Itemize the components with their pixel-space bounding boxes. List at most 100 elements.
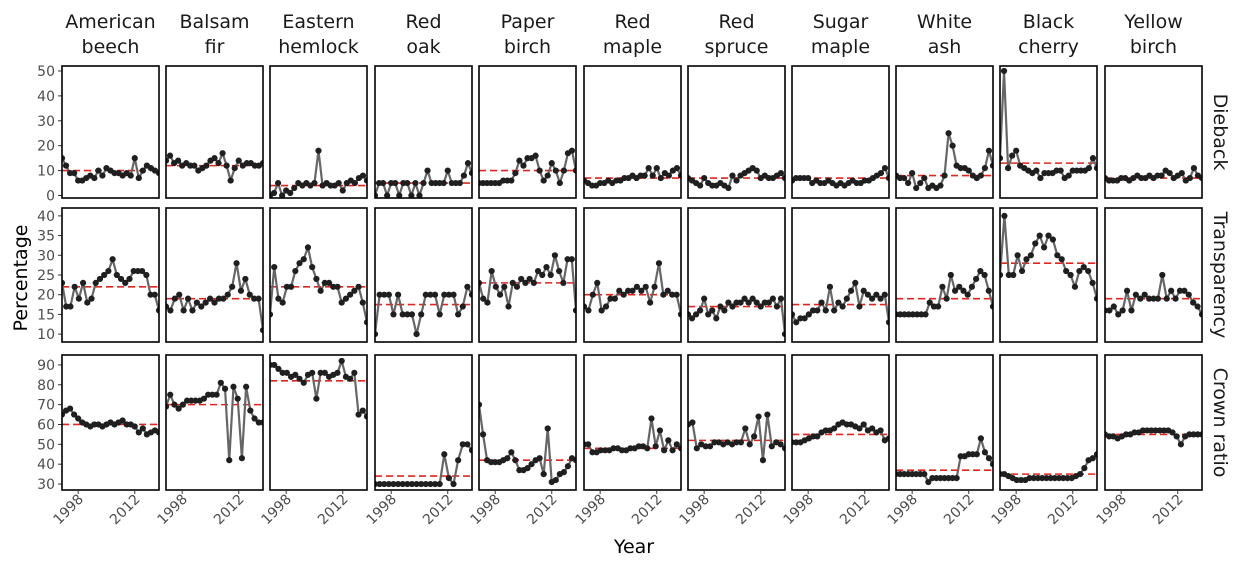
data-point bbox=[881, 165, 889, 172]
panel-frame bbox=[165, 207, 264, 343]
data-point bbox=[234, 395, 241, 402]
data-point bbox=[757, 303, 764, 310]
data-point bbox=[860, 421, 867, 428]
y-tick-label: 20 bbox=[37, 288, 55, 304]
data-point bbox=[359, 407, 366, 414]
data-point bbox=[941, 172, 948, 179]
data-point bbox=[697, 307, 704, 314]
data-point bbox=[202, 299, 209, 306]
data-point bbox=[560, 279, 567, 286]
data-point bbox=[418, 480, 425, 488]
x-tick-label: 1998 bbox=[988, 492, 1025, 529]
panel-frame bbox=[478, 207, 577, 343]
x-tick-label: 2012 bbox=[1150, 492, 1187, 529]
data-point bbox=[598, 307, 605, 314]
data-point bbox=[275, 365, 282, 372]
data-point bbox=[450, 291, 457, 298]
data-point bbox=[1089, 455, 1096, 462]
x-tick-label: 2012 bbox=[1045, 492, 1082, 529]
data-point bbox=[1004, 165, 1012, 172]
data-point bbox=[394, 480, 402, 488]
row-strip-transparency: Transparency bbox=[1209, 211, 1231, 339]
panel-paper-birch-crown-ratio: 1998 2012 bbox=[467, 354, 577, 528]
data-point bbox=[657, 174, 664, 182]
data-point bbox=[233, 260, 240, 267]
data-point bbox=[135, 174, 142, 182]
data-point bbox=[166, 152, 174, 159]
panel-frame bbox=[1104, 354, 1203, 491]
data-point bbox=[359, 172, 367, 179]
data-point bbox=[456, 179, 463, 187]
data-point bbox=[921, 174, 928, 182]
data-point bbox=[271, 264, 278, 271]
panel-frame bbox=[791, 354, 890, 491]
series-line bbox=[1000, 214, 1097, 299]
data-point bbox=[1158, 172, 1165, 179]
data-point bbox=[638, 287, 645, 294]
data-point bbox=[237, 287, 245, 294]
panel-yellow-birch-transparency bbox=[1104, 207, 1203, 343]
data-point bbox=[688, 315, 696, 322]
data-point bbox=[1018, 267, 1026, 275]
x-tick-label: 2012 bbox=[733, 492, 770, 529]
data-point bbox=[95, 167, 102, 174]
data-point bbox=[661, 447, 668, 454]
panel-frame bbox=[478, 354, 577, 491]
panel-frame bbox=[791, 207, 890, 343]
data-point bbox=[127, 172, 134, 179]
data-point bbox=[444, 167, 451, 174]
data-point bbox=[943, 295, 950, 302]
data-point bbox=[1194, 303, 1201, 310]
data-point bbox=[464, 283, 471, 290]
data-point bbox=[412, 179, 419, 187]
data-point bbox=[847, 287, 855, 294]
strip-label-eastern-hemlock: Eastern hemlock bbox=[278, 11, 359, 58]
data-point bbox=[805, 174, 812, 182]
data-point bbox=[917, 179, 924, 187]
data-point bbox=[956, 283, 963, 290]
data-point bbox=[359, 299, 366, 306]
data-point bbox=[544, 172, 551, 179]
panel-red-maple-transparency bbox=[583, 207, 682, 343]
data-point bbox=[126, 275, 133, 283]
data-point bbox=[513, 283, 521, 290]
data-point bbox=[742, 425, 749, 432]
panel-white-ash-transparency bbox=[895, 207, 994, 343]
data-point bbox=[180, 307, 187, 314]
data-point bbox=[660, 291, 667, 298]
panel-red-spruce-transparency bbox=[687, 207, 786, 343]
data-point bbox=[441, 291, 448, 298]
data-point bbox=[620, 291, 627, 298]
data-point bbox=[221, 385, 229, 392]
data-point bbox=[864, 291, 872, 298]
data-point bbox=[826, 283, 834, 290]
data-point bbox=[189, 307, 196, 314]
data-point bbox=[585, 441, 592, 448]
data-point bbox=[642, 283, 649, 290]
panel-frame bbox=[269, 65, 368, 199]
y-tick-label: 60 bbox=[37, 417, 55, 433]
data-point bbox=[334, 369, 341, 376]
data-point bbox=[1150, 295, 1157, 302]
data-point bbox=[753, 167, 760, 174]
data-point bbox=[101, 271, 108, 279]
data-point bbox=[751, 433, 758, 440]
data-point bbox=[725, 299, 732, 306]
data-point bbox=[135, 429, 142, 436]
data-point bbox=[66, 405, 74, 412]
data-point bbox=[673, 441, 680, 448]
data-point bbox=[1036, 232, 1043, 239]
data-point bbox=[505, 303, 512, 310]
data-point bbox=[945, 130, 952, 137]
data-point bbox=[633, 283, 641, 290]
data-point bbox=[109, 256, 116, 263]
panel-frame bbox=[687, 207, 786, 343]
data-point bbox=[501, 283, 508, 290]
data-point bbox=[91, 174, 98, 182]
data-point bbox=[105, 267, 112, 275]
data-point bbox=[1169, 429, 1176, 436]
data-point bbox=[220, 295, 227, 302]
panel-white-ash-crown-ratio: 1998 2012 bbox=[884, 354, 994, 528]
x-tick-label: 1998 bbox=[1093, 492, 1130, 529]
data-point bbox=[176, 291, 183, 298]
